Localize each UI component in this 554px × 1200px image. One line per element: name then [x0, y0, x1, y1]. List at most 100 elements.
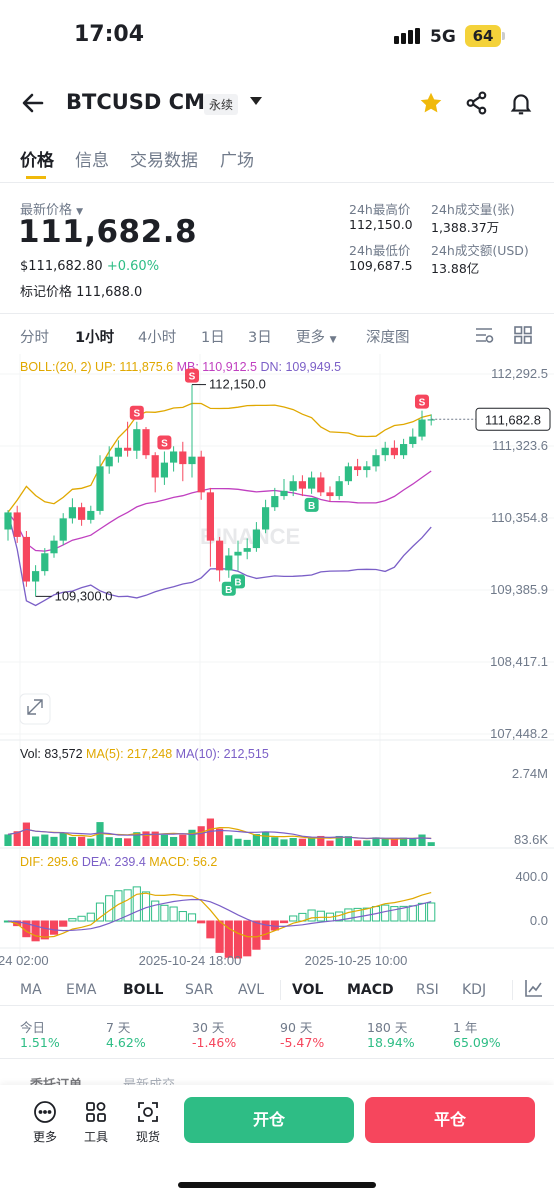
- candle-body: [105, 456, 113, 467]
- volume-bar: [188, 829, 196, 846]
- back-arrow-icon[interactable]: [18, 88, 48, 118]
- indicator-kdj[interactable]: KDJ: [462, 982, 487, 998]
- performance-label: 180 天: [367, 1020, 408, 1035]
- marker-letter: B: [308, 501, 315, 512]
- volume-bar: [87, 838, 95, 846]
- home-indicator: [178, 1182, 376, 1188]
- interval-3d[interactable]: 3日: [248, 330, 272, 346]
- symbol-title[interactable]: BTCUSD CM: [66, 90, 205, 114]
- high-label: 24h最高价: [349, 202, 411, 217]
- marker-letter: S: [189, 372, 196, 383]
- price-axis-label: 111,323.6: [492, 438, 548, 453]
- interval-1d[interactable]: 1日: [201, 330, 225, 346]
- macd-histogram-bar: [95, 902, 105, 922]
- share-icon[interactable]: [464, 90, 490, 116]
- boll-legend: BOLL:(20, 2) UP: 111,875.6 MB: 110,912.5…: [20, 360, 341, 374]
- marker-letter: S: [133, 409, 140, 420]
- macd-histogram-bar: [233, 920, 243, 959]
- macd-histogram-bar: [40, 920, 49, 940]
- macd-histogram-bar: [59, 920, 68, 927]
- favorite-star-icon[interactable]: [418, 90, 444, 116]
- candle-body: [50, 540, 58, 554]
- indicator-ema[interactable]: EMA: [66, 982, 97, 998]
- low-price-marker: 109,300.0: [55, 588, 113, 603]
- more-dots-icon: [33, 1100, 57, 1124]
- macd-histogram-bar: [417, 902, 427, 922]
- open-position-button[interactable]: 开仓: [184, 1097, 354, 1143]
- macd-histogram-bar: [206, 920, 215, 939]
- mark-price-row: 标记价格 111,688.0: [20, 281, 142, 300]
- indicator-sar[interactable]: SAR: [185, 982, 214, 998]
- volume-bar: [142, 831, 150, 846]
- performance-label: 1 年: [453, 1020, 478, 1035]
- mark-price: 111,688.0: [76, 285, 143, 300]
- tools-button[interactable]: 工具: [76, 1100, 116, 1145]
- volume-label: 24h成交量(张): [431, 202, 515, 217]
- performance-value: 18.94%: [367, 1035, 415, 1050]
- macd-legend-item: MACD: 56.2: [146, 855, 218, 869]
- volume-bar: [32, 836, 40, 846]
- tab-price[interactable]: 价格: [20, 151, 54, 171]
- marker-letter: B: [234, 577, 241, 588]
- indicator-divider-2: [512, 980, 513, 1000]
- time-axis-label: 2025-10-24 18:00: [139, 953, 242, 968]
- volume-bar: [344, 836, 352, 846]
- more-button[interactable]: 更多: [25, 1100, 65, 1145]
- tab-trading-data[interactable]: 交易数据: [130, 151, 198, 171]
- depth-chart-tab[interactable]: 深度图: [366, 330, 410, 346]
- indicator-ma[interactable]: MA: [20, 982, 42, 998]
- macd-legend-item: DIF: 295.6: [20, 855, 78, 869]
- indicator-edit-icon[interactable]: [524, 978, 544, 998]
- performance-label: 今日: [20, 1020, 46, 1035]
- volume-bar: [326, 840, 334, 846]
- indicator-macd[interactable]: MACD: [347, 982, 394, 998]
- symbol-dropdown-icon[interactable]: [250, 97, 262, 105]
- macd-histogram-bar: [114, 890, 123, 922]
- indicator-vol[interactable]: VOL: [292, 982, 324, 998]
- volume-bar: [68, 836, 76, 846]
- macd-histogram-bar: [160, 904, 169, 922]
- macd-histogram-bar: [49, 920, 59, 935]
- buy-marker: [231, 574, 245, 589]
- tab-info[interactable]: 信息: [75, 151, 109, 171]
- volume-bar: [13, 831, 21, 846]
- interval-line[interactable]: 分时: [20, 330, 49, 346]
- macd-histogram-bar: [77, 915, 86, 922]
- volume-axis-label: 2.74M: [512, 766, 548, 781]
- contract-type-badge: 永续: [204, 94, 239, 115]
- interval-4h[interactable]: 4小时: [138, 330, 177, 346]
- volume-value: 1,388.37万: [431, 220, 500, 235]
- volume-bar: [400, 837, 408, 846]
- macd-histogram-bar: [316, 910, 325, 922]
- notification-bell-icon[interactable]: [508, 90, 534, 116]
- performance-value: -5.47%: [280, 1035, 325, 1050]
- interval-1h[interactable]: 1小时: [75, 330, 115, 346]
- macd-histogram-bar: [31, 920, 40, 942]
- macd-histogram-bar: [279, 920, 289, 924]
- macd-histogram-bar: [381, 904, 390, 922]
- candle-body: [418, 419, 426, 437]
- chart-settings-icon[interactable]: [474, 326, 494, 344]
- volume-bar: [50, 836, 58, 846]
- layout-grid-icon[interactable]: [514, 326, 532, 344]
- macd-axis-label: 400.0: [515, 869, 548, 884]
- last-price-label[interactable]: 最新价格 ▼: [20, 203, 84, 218]
- tab-square[interactable]: 广场: [220, 151, 254, 171]
- spot-button[interactable]: 现货: [128, 1100, 168, 1145]
- candle-body: [4, 512, 12, 530]
- indicator-avl[interactable]: AVL: [238, 982, 265, 998]
- indicator-rsi[interactable]: RSI: [416, 982, 439, 998]
- indicator-boll[interactable]: BOLL: [123, 982, 164, 998]
- volume-bar: [96, 822, 104, 846]
- volume-bar: [335, 835, 343, 846]
- interval-more[interactable]: 更多 ▼: [296, 330, 337, 346]
- candle-body: [280, 490, 288, 497]
- close-position-button[interactable]: 平仓: [365, 1097, 535, 1143]
- marker-letter: S: [419, 398, 426, 409]
- volume-bar: [179, 834, 187, 846]
- candlestick-chart[interactable]: BINANCE BOLL:(20, 2) UP: 111,875.6 MB: 11…: [0, 354, 554, 968]
- candle-body: [133, 429, 141, 451]
- tabs-divider: [0, 182, 554, 183]
- volume-bar: [133, 832, 141, 846]
- volume-legend-item: MA(10): 212,515: [172, 747, 269, 761]
